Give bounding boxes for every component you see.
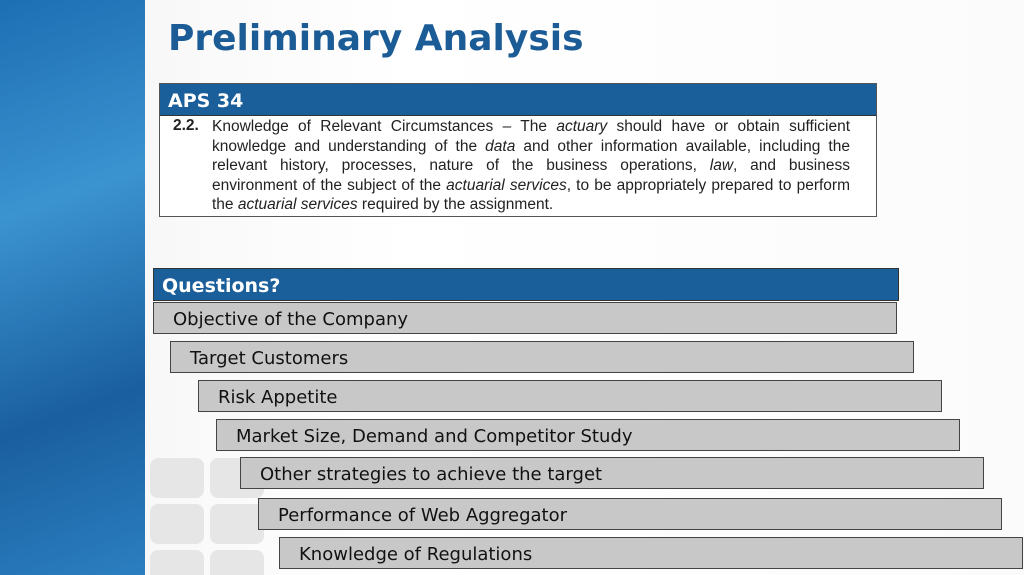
question-item: Target Customers <box>170 341 914 373</box>
question-item: Objective of the Company <box>153 302 897 334</box>
clause-part: required by the assignment. <box>357 196 554 213</box>
clause-part: , to be appropriately prepared to perfor… <box>212 176 850 214</box>
clause-part: and other information available, includi… <box>212 137 850 175</box>
clause-part: should have or obtain sufficient knowled… <box>212 118 850 155</box>
questions-heading: Questions? <box>153 268 899 301</box>
clause-part: Knowledge of Relevant Circumstances – Th… <box>212 118 557 135</box>
question-item: Risk Appetite <box>198 380 942 412</box>
clause-part: actuarial services <box>237 196 358 213</box>
aps-box: APS 34 2.2. Knowledge of Relevant Circum… <box>159 83 877 217</box>
decoration <box>150 504 204 544</box>
title: Preliminary Analysis <box>168 18 584 59</box>
clause-part: actuarial services <box>446 176 567 194</box>
decoration <box>210 504 264 544</box>
decoration <box>150 550 204 575</box>
clause-part: , and business environment of the subjec… <box>212 157 850 194</box>
question-item: Knowledge of Regulations <box>279 537 1023 569</box>
clause-part: actuary <box>556 118 608 135</box>
clause-number: 2.2. <box>173 117 199 134</box>
clause-text: Knowledge of Relevant Circumstances – Th… <box>212 117 850 215</box>
question-item: Market Size, Demand and Competitor Study <box>216 419 960 451</box>
question-item: Performance of Web Aggregator <box>258 498 1002 530</box>
side-band <box>0 0 145 575</box>
decoration <box>210 550 264 575</box>
question-item: Other strategies to achieve the target <box>240 457 984 489</box>
clause-part: law <box>709 157 734 174</box>
decoration <box>150 458 204 498</box>
clause-part: data <box>485 137 516 155</box>
aps-heading: APS 34 <box>160 84 876 116</box>
